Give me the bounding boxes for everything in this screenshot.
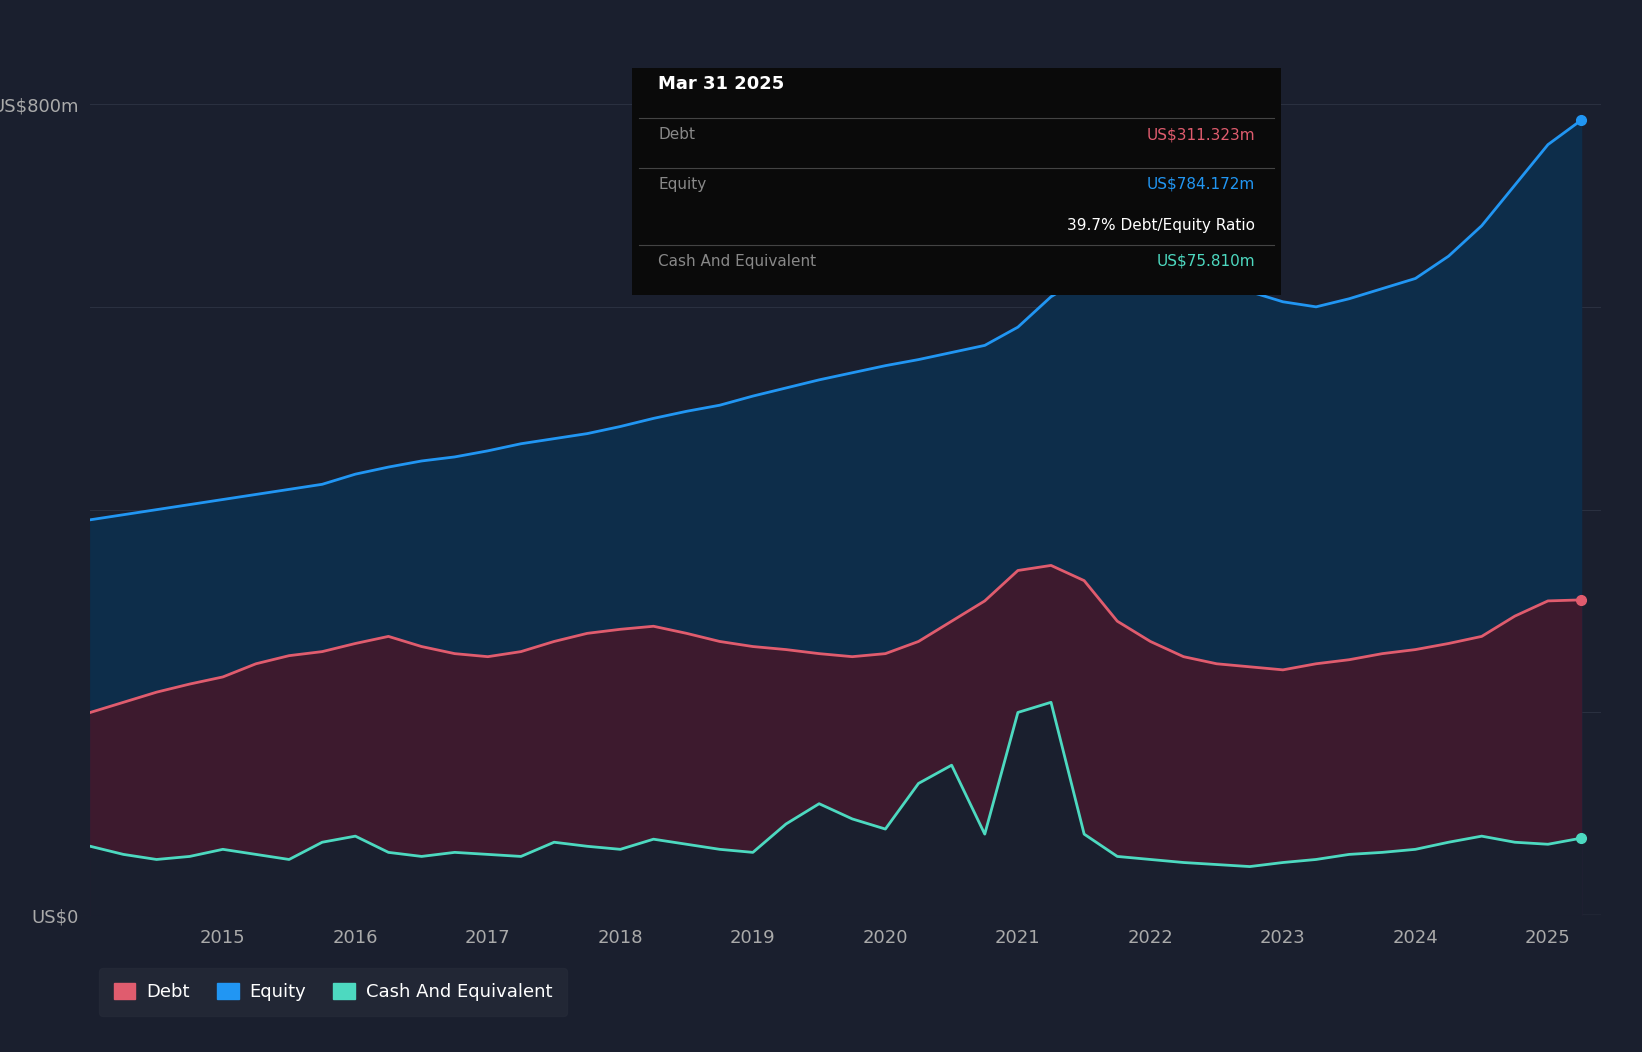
Text: US$784.172m: US$784.172m (1146, 177, 1254, 191)
Text: 39.7% Debt/Equity Ratio: 39.7% Debt/Equity Ratio (1067, 218, 1254, 232)
Text: US$311.323m: US$311.323m (1146, 127, 1254, 142)
Legend: Debt, Equity, Cash And Equivalent: Debt, Equity, Cash And Equivalent (99, 969, 566, 1015)
Text: Equity: Equity (658, 177, 706, 191)
Text: Cash And Equivalent: Cash And Equivalent (658, 254, 816, 269)
Text: US$75.810m: US$75.810m (1156, 254, 1254, 269)
Text: Mar 31 2025: Mar 31 2025 (658, 75, 785, 94)
Text: Debt: Debt (658, 127, 695, 142)
